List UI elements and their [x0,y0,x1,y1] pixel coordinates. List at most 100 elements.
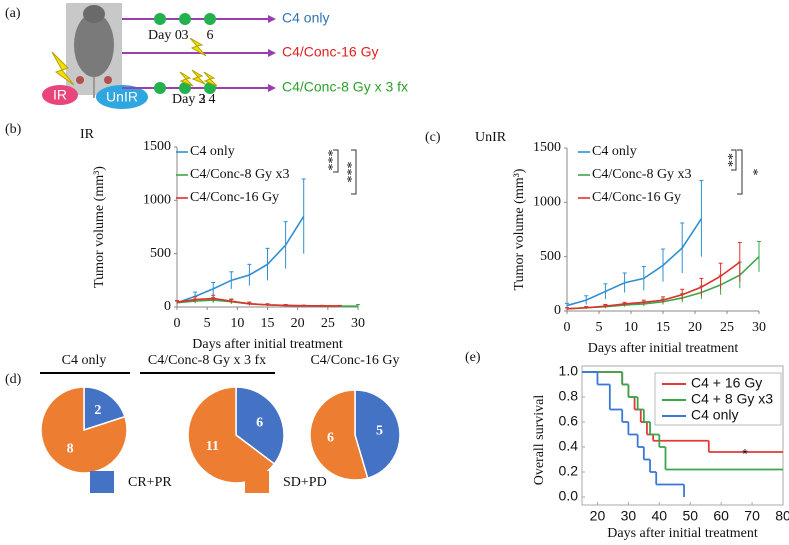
x-tick-label: 20 [688,320,702,335]
bracket [351,149,357,195]
y-axis-label: Tumor volume (mm³) [92,166,107,288]
slice-label: 5 [376,424,383,439]
lightning [179,71,194,87]
panel-label: (c) [425,130,441,145]
legend-label: C4 + 8 Gy x3 [691,391,773,407]
x-tick-label: 25 [720,320,734,335]
pie-slice [354,389,401,480]
y-axis-label: Overall survival [532,395,547,486]
legend-label: C4 only [691,407,738,423]
bracket [333,149,339,173]
mouse-head [83,5,105,23]
panel-label: (e) [465,350,481,365]
x-tick-label: 10 [230,316,244,331]
arrowheads [268,15,276,92]
y-tick-label: 0 [164,299,171,314]
panel-label: (d) [5,372,22,387]
y-tick-label: 0.2 [559,463,579,479]
x-axis-label: Days after initial treatment [607,526,758,541]
x-tick-label: 80 [775,508,789,524]
legend-label: CR+PR [128,475,172,490]
x-tick-label: 40 [652,508,668,524]
dot [179,82,191,94]
x-tick-label: 15 [261,316,275,331]
y-tick-label: 1500 [143,139,171,154]
tumor [104,76,112,84]
significance: ** [720,153,735,167]
dot [154,13,166,25]
arrowhead [268,49,276,57]
x-tick-label: 25 [321,316,335,331]
lightning [191,69,206,85]
plot-frame [581,365,784,506]
slice-label: 11 [206,439,219,454]
chart-title: IR [80,127,95,142]
day-label: 4 [209,92,216,107]
dot [204,82,216,94]
day-label: 3 [199,92,206,107]
series-line [176,297,340,307]
x-axis-label: Days after initial treatment [192,337,343,352]
y-tick-label: 0.4 [559,438,579,454]
lightning [51,51,75,86]
mouse-body [74,13,114,77]
panel-label: (b) [5,122,22,137]
dot [204,13,216,25]
significance: * [745,169,760,176]
slice-label: 8 [67,441,74,456]
y-tick-label: 1000 [143,193,171,208]
schematic: (a) IR UnIR [5,3,408,109]
significance: *** [320,150,335,171]
day-label: Day 2 [172,92,206,107]
legend-swatch [90,471,114,493]
y-axis-label: Tumor volume (mm³) [512,168,527,290]
y-tick-label: 0.8 [559,388,579,404]
series-line [566,218,703,307]
ir-label: IR [53,87,67,103]
series-line [566,261,741,310]
pie-slice [40,386,128,474]
pie-title: C4/Conc-8 Gy x 3 fx [148,353,266,368]
pie-slice [309,389,369,481]
chart-title: UnIR [475,130,507,145]
x-tick-label: 60 [713,508,729,524]
lightning [203,71,218,87]
x-tick-label: 5 [204,316,211,331]
group-label: C4/Conc-8 Gy x 3 fx [282,79,408,95]
significance: * [742,446,748,462]
y-tick-label: 0.0 [559,488,579,504]
legend-label: SD+PD [283,475,327,490]
panel-label: (a) [5,6,21,21]
x-tick-label: 10 [624,320,638,335]
x-tick-label: 5 [596,320,603,335]
group-label: C4/Conc-16 Gy [282,44,378,60]
x-tick-label: 0 [564,320,571,335]
x-tick-label: 50 [682,508,698,524]
slice-label: 6 [327,431,334,446]
legend-swatch [245,471,269,493]
x-tick-label: 30 [621,508,637,524]
timelines [122,18,270,89]
day-label: 6 [207,28,214,43]
x-tick-label: 20 [291,316,305,331]
legend-label: C4 only [592,144,637,159]
tumor [76,76,84,84]
dot [154,82,166,94]
y-tick-label: 500 [150,246,171,261]
y-tick-label: 0.6 [559,413,579,429]
slice-label: 6 [256,415,263,430]
slice-label: 2 [94,403,101,418]
y-tick-label: 1.0 [559,363,579,379]
legend-label: C4/Conc-16 Gy [190,190,279,205]
legend-label: C4/Conc-16 Gy [592,190,681,205]
arrowhead [268,15,276,23]
ir-badge [42,85,78,105]
x-tick-label: 30 [752,320,766,335]
y-tick-label: 0 [554,303,561,318]
legend-label: C4/Conc-8 Gy x3 [190,167,290,182]
unir-badge [96,85,148,109]
bracket [737,149,743,195]
series-line [176,215,305,304]
arrowhead [268,84,276,92]
